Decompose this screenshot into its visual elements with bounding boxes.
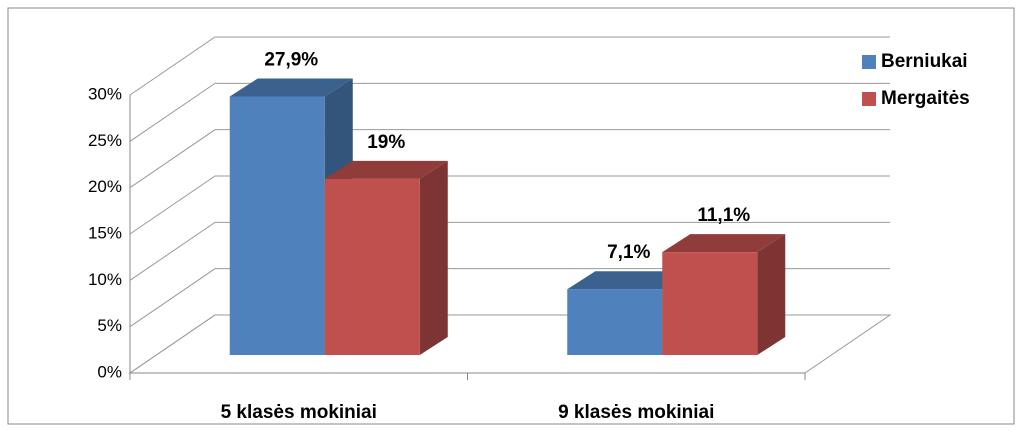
y-tick-label: 0% [97,362,122,381]
value-label: 27,9% [264,49,318,70]
chart-border [7,7,1015,425]
y-tick-label: 25% [88,131,122,150]
bar-side [419,160,448,355]
y-tick-label: 20% [88,177,122,196]
legend-swatch [862,92,876,106]
y-tick-label: 10% [88,270,122,289]
x-tick-label: 9 klasės mokiniai [558,402,714,423]
bar [229,96,325,356]
legend-swatch [862,55,876,69]
bar-top [662,234,786,253]
x-tick-label: 5 klasės mokiniai [221,402,377,423]
bar [567,289,663,355]
value-label: 7,1% [607,242,650,263]
bar-top [229,78,353,97]
bar-top [567,271,691,290]
bar-side [757,234,786,355]
grid-line [129,129,890,189]
grid-line [129,221,890,281]
bar [662,252,758,355]
y-tick-label: 5% [97,316,122,335]
grid-line [129,82,890,142]
y-tick-label: 15% [88,223,122,242]
value-label: 19% [367,132,405,153]
grid-line [129,175,890,235]
bar-top [324,160,448,179]
y-tick-label: 30% [88,84,122,103]
grid-line [129,36,890,96]
value-label: 11,1% [697,205,750,226]
legend-label: Mergaitės [881,88,970,109]
legend-label: Berniukai [881,51,968,72]
bar [324,178,420,355]
